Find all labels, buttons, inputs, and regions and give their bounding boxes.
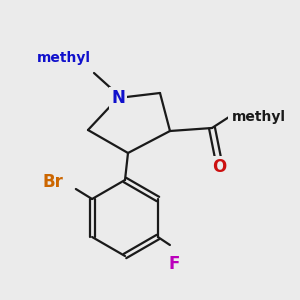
- Text: methyl: methyl: [232, 110, 286, 124]
- Text: methyl: methyl: [37, 51, 91, 65]
- Text: F: F: [168, 255, 180, 273]
- Text: N: N: [111, 89, 125, 107]
- Text: Br: Br: [43, 173, 64, 191]
- Text: O: O: [212, 158, 226, 176]
- Text: O: O: [230, 108, 244, 126]
